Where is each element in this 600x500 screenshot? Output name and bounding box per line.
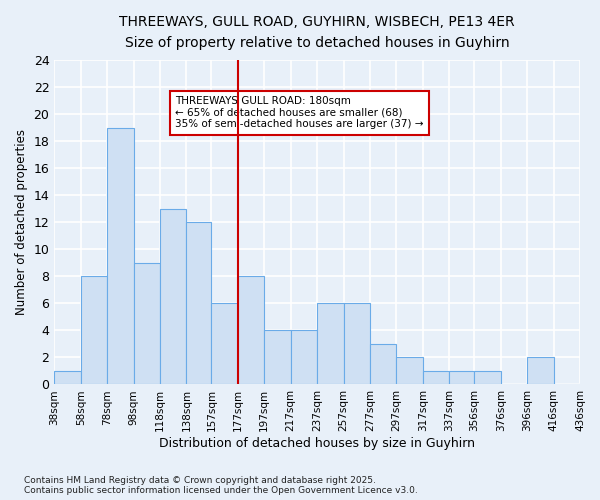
- Bar: [134, 263, 160, 384]
- Bar: [423, 371, 449, 384]
- Bar: [397, 358, 423, 384]
- Bar: [317, 304, 344, 384]
- Bar: [370, 344, 397, 385]
- Bar: [211, 304, 238, 384]
- Bar: [449, 371, 475, 384]
- Bar: [54, 371, 81, 384]
- Bar: [265, 330, 291, 384]
- Bar: [81, 276, 107, 384]
- Y-axis label: Number of detached properties: Number of detached properties: [15, 130, 28, 316]
- X-axis label: Distribution of detached houses by size in Guyhirn: Distribution of detached houses by size …: [159, 437, 475, 450]
- Text: THREEWAYS GULL ROAD: 180sqm
← 65% of detached houses are smaller (68)
35% of sem: THREEWAYS GULL ROAD: 180sqm ← 65% of det…: [175, 96, 424, 130]
- Bar: [344, 304, 370, 384]
- Bar: [107, 128, 134, 384]
- Bar: [527, 358, 554, 384]
- Bar: [291, 330, 317, 384]
- Bar: [187, 222, 211, 384]
- Bar: [475, 371, 501, 384]
- Text: Contains HM Land Registry data © Crown copyright and database right 2025.
Contai: Contains HM Land Registry data © Crown c…: [24, 476, 418, 495]
- Bar: [238, 276, 265, 384]
- Bar: [160, 209, 187, 384]
- Title: THREEWAYS, GULL ROAD, GUYHIRN, WISBECH, PE13 4ER
Size of property relative to de: THREEWAYS, GULL ROAD, GUYHIRN, WISBECH, …: [119, 15, 515, 50]
